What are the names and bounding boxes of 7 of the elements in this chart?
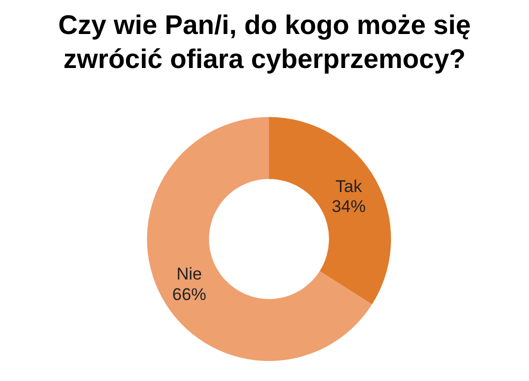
chart-title: Czy wie Pan/i, do kogo może się zwrócić ofiara cyberprzemocy? bbox=[57, 9, 472, 76]
data-label: 66% bbox=[172, 284, 206, 304]
data-label: 34% bbox=[332, 197, 366, 216]
donut-slice bbox=[147, 117, 372, 361]
slice-label: Nie bbox=[176, 264, 202, 284]
donut-slice bbox=[269, 117, 391, 304]
slice-label: Tak bbox=[336, 176, 362, 196]
